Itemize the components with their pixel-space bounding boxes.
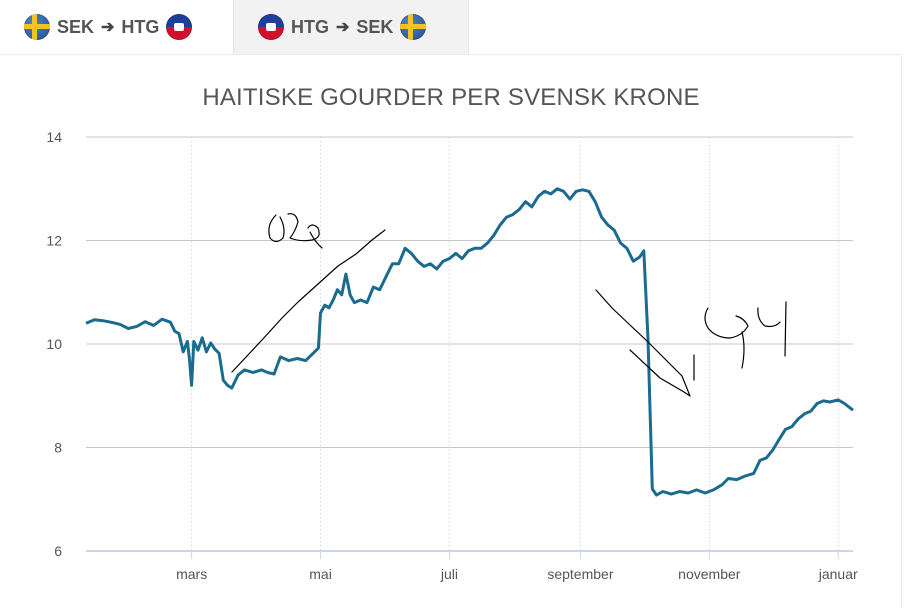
tab-from-code: SEK [57, 16, 95, 37]
chart-title: HAITISKE GOURDER PER SVENSK KRONE [202, 84, 700, 111]
x-tick-label: mars [176, 566, 207, 582]
tab-htg-to-sek[interactable]: HTG ➔ SEK [233, 0, 469, 54]
arrow-right-icon: ➔ [101, 19, 115, 36]
x-tick-label: mai [309, 566, 332, 582]
currency-tabs: SEK ➔ HTG HTG ➔ SEK [0, 0, 920, 54]
sweden-flag-icon [24, 14, 50, 40]
tab-sek-to-htg[interactable]: SEK ➔ HTG [0, 0, 233, 54]
arrow-right-icon: ➔ [336, 19, 350, 36]
y-tick-label: 8 [54, 440, 62, 456]
y-tick-label: 12 [46, 233, 62, 249]
tab-to-code: SEK [356, 16, 394, 37]
tab-from-code: HTG [291, 16, 329, 37]
sweden-flag-icon [400, 14, 427, 40]
scribble-trend-up [231, 229, 386, 373]
x-tick-label: januar [818, 566, 858, 582]
haiti-flag-icon [166, 14, 193, 40]
y-tick-label: 6 [54, 543, 62, 559]
exchange-rate-line [85, 187, 854, 497]
x-tick-label: september [547, 566, 613, 582]
haiti-flag-icon [258, 14, 284, 40]
chart-panel [0, 54, 902, 608]
scribble-trend-down [595, 289, 691, 397]
x-tick-label: november [678, 566, 741, 582]
hand-drawn-scribbles [231, 213, 787, 397]
y-tick-label: 10 [46, 336, 62, 352]
x-tick-label: juli [440, 566, 458, 582]
y-tick-label: 14 [46, 129, 62, 145]
scribble-label-q4 [693, 301, 787, 381]
scribble-label-q3 [268, 213, 323, 249]
tab-to-code: HTG [121, 16, 160, 37]
